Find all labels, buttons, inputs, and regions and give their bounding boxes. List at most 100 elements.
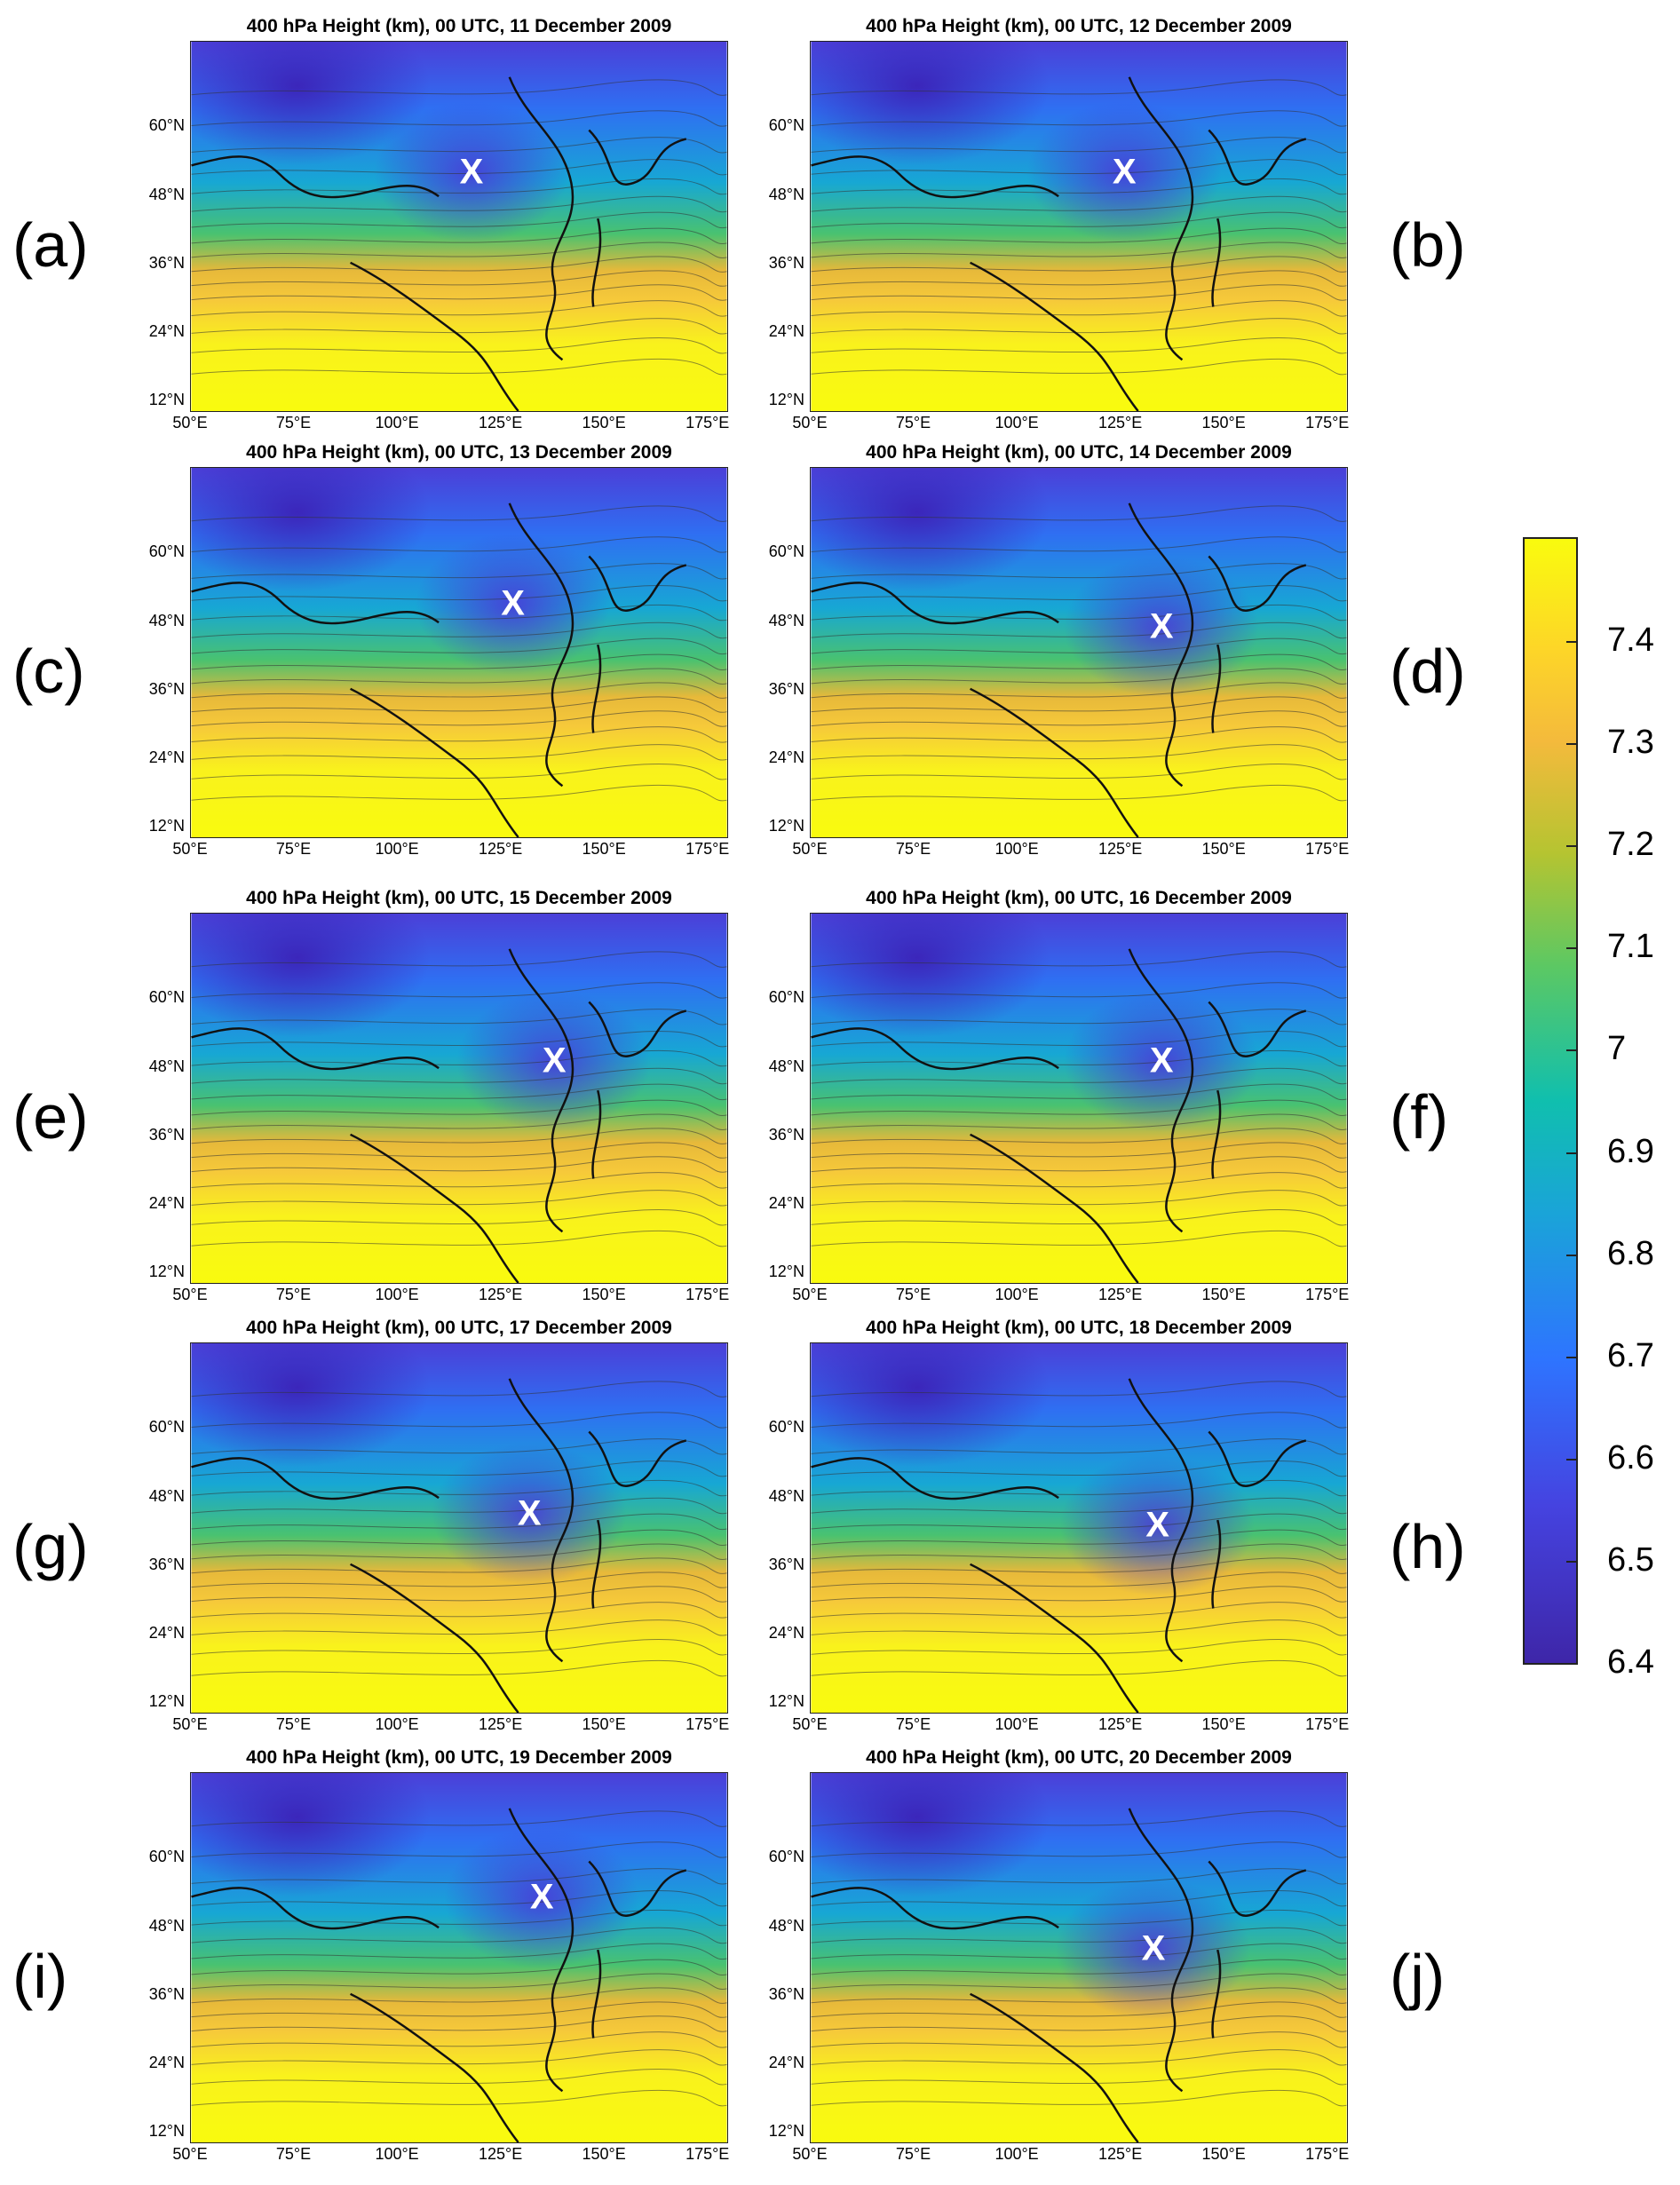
- lat-tick-label: 36°N: [768, 1984, 804, 2003]
- lat-tick-label: 12°N: [148, 1692, 185, 1711]
- colorbar-tick-label: 7.1: [1607, 928, 1654, 966]
- lon-tick-label: 100°E: [375, 840, 419, 858]
- lat-tick-label: 12°N: [768, 2122, 804, 2141]
- lat-tick-label: 48°N: [148, 185, 185, 203]
- lon-tick-label: 175°E: [685, 2145, 730, 2163]
- lon-tick-label: 75°E: [275, 1715, 312, 1733]
- lon-tick-label: 175°E: [685, 414, 730, 431]
- lon-tick-label: 150°E: [1201, 1286, 1246, 1303]
- panel-label: (b): [1390, 210, 1466, 280]
- lon-tick-label: 175°E: [1305, 414, 1350, 431]
- cyclone-position-marker: X: [459, 152, 484, 192]
- lat-tick-label: 24°N: [148, 1193, 185, 1212]
- cyclone-position-marker: X: [1112, 152, 1137, 192]
- panel-title: 400 hPa Height (km), 00 UTC, 18 December…: [866, 1318, 1292, 1338]
- height-field-map: [810, 41, 1348, 412]
- lat-tick-label: 24°N: [768, 748, 804, 766]
- lon-tick-label: 75°E: [275, 2145, 312, 2163]
- panel-j: 400 hPa Height (km), 00 UTC, 20 December…: [769, 1746, 1350, 2172]
- lat-tick-label: 60°N: [768, 1418, 804, 1437]
- lat-tick-label: 24°N: [148, 321, 185, 340]
- lon-tick-label: 100°E: [995, 2145, 1039, 2163]
- colorbar-tick-mark: [1566, 1254, 1577, 1256]
- lon-tick-label: 100°E: [995, 414, 1039, 431]
- cyclone-position-marker: X: [517, 1493, 542, 1533]
- lat-tick-label: 48°N: [768, 1057, 804, 1075]
- panel-label: (i): [12, 1942, 68, 2011]
- panel-b: 400 hPa Height (km), 00 UTC, 12 December…: [769, 14, 1350, 440]
- colorbar-tick-mark: [1566, 1560, 1577, 1563]
- colorbar-tick-label: 6.6: [1607, 1438, 1654, 1476]
- lat-tick-label: 36°N: [768, 1125, 804, 1144]
- lat-tick-label: 48°N: [148, 611, 185, 629]
- panel-title: 400 hPa Height (km), 00 UTC, 13 December…: [246, 442, 672, 463]
- cyclone-position-marker: X: [1141, 1928, 1166, 1968]
- panel-title: 400 hPa Height (km), 00 UTC, 12 December…: [866, 16, 1292, 36]
- lon-tick-label: 125°E: [478, 1286, 523, 1303]
- lon-tick-label: 175°E: [1305, 840, 1350, 858]
- colorbar-tick-label: 6.8: [1607, 1234, 1654, 1272]
- panel-title: 400 hPa Height (km), 00 UTC, 20 December…: [866, 1747, 1292, 1768]
- panel-label: (h): [1390, 1512, 1466, 1581]
- lon-tick-label: 100°E: [995, 1286, 1039, 1303]
- panel-title: 400 hPa Height (km), 00 UTC, 16 December…: [866, 888, 1292, 908]
- cyclone-position-marker: X: [1149, 1041, 1174, 1081]
- lat-tick-label: 24°N: [148, 1623, 185, 1642]
- lat-tick-label: 48°N: [768, 185, 804, 203]
- colorbar-tick-label: 6.5: [1607, 1540, 1654, 1579]
- panel-title: 400 hPa Height (km), 00 UTC, 15 December…: [246, 888, 672, 908]
- lon-tick-label: 100°E: [375, 1286, 419, 1303]
- lat-tick-label: 24°N: [768, 1193, 804, 1212]
- panel-label: (d): [1390, 637, 1466, 706]
- lat-tick-label: 36°N: [148, 1125, 185, 1144]
- lat-tick-label: 60°N: [768, 988, 804, 1007]
- lon-tick-label: 175°E: [1305, 2145, 1350, 2163]
- panel-title: 400 hPa Height (km), 00 UTC, 17 December…: [246, 1318, 672, 1338]
- lat-tick-label: 12°N: [148, 391, 185, 409]
- colorbar-tick-label: 7.2: [1607, 826, 1654, 864]
- colorbar-tick-label: 7.4: [1607, 621, 1654, 660]
- lon-tick-label: 100°E: [375, 414, 419, 431]
- height-field-map: [190, 467, 728, 838]
- lon-tick-label: 50°E: [792, 414, 828, 431]
- lat-tick-label: 48°N: [148, 1057, 185, 1075]
- lat-tick-label: 36°N: [768, 1555, 804, 1573]
- cyclone-position-marker: X: [542, 1041, 567, 1081]
- lat-tick-label: 60°N: [148, 988, 185, 1007]
- lon-tick-label: 175°E: [685, 1286, 730, 1303]
- colorbar-tick-mark: [1566, 1356, 1577, 1358]
- lon-tick-label: 50°E: [172, 2145, 208, 2163]
- lat-tick-label: 48°N: [148, 1916, 185, 1935]
- panel-label: (e): [12, 1082, 89, 1152]
- colorbar: [1523, 537, 1578, 1665]
- panel-a: 400 hPa Height (km), 00 UTC, 11 December…: [149, 14, 730, 440]
- lat-tick-label: 60°N: [768, 1848, 804, 1866]
- cyclone-position-marker: X: [1145, 1505, 1169, 1545]
- lon-tick-label: 50°E: [172, 1715, 208, 1733]
- lon-tick-label: 150°E: [582, 1286, 626, 1303]
- colorbar-tick-mark: [1566, 1458, 1577, 1461]
- lon-tick-label: 175°E: [685, 840, 730, 858]
- cyclone-position-marker: X: [1149, 606, 1174, 646]
- lon-tick-label: 125°E: [478, 414, 523, 431]
- lon-tick-label: 50°E: [172, 414, 208, 431]
- height-field-map: [190, 41, 728, 412]
- lat-tick-label: 60°N: [148, 1848, 185, 1866]
- lon-tick-label: 175°E: [1305, 1715, 1350, 1733]
- lon-tick-label: 150°E: [582, 840, 626, 858]
- lon-tick-label: 100°E: [375, 1715, 419, 1733]
- lon-tick-label: 50°E: [792, 840, 828, 858]
- height-field-map: [190, 1342, 728, 1714]
- lat-tick-label: 24°N: [148, 748, 185, 766]
- lat-tick-label: 24°N: [148, 2053, 185, 2071]
- lon-tick-label: 125°E: [1098, 1286, 1143, 1303]
- colorbar-tick-label: 7.3: [1607, 724, 1654, 762]
- lat-tick-label: 36°N: [148, 679, 185, 698]
- lon-tick-label: 150°E: [582, 1715, 626, 1733]
- colorbar-tick-mark: [1566, 845, 1577, 848]
- panel-i: 400 hPa Height (km), 00 UTC, 19 December…: [149, 1746, 730, 2172]
- lon-tick-label: 150°E: [582, 414, 626, 431]
- lon-tick-label: 100°E: [375, 2145, 419, 2163]
- lon-tick-label: 125°E: [478, 1715, 523, 1733]
- lon-tick-label: 150°E: [1201, 2145, 1246, 2163]
